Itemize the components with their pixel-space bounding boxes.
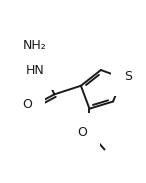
- Text: O: O: [22, 98, 32, 111]
- Text: HN: HN: [26, 64, 45, 77]
- Text: NH₂: NH₂: [23, 39, 47, 52]
- Text: S: S: [124, 70, 132, 83]
- Text: O: O: [77, 126, 87, 139]
